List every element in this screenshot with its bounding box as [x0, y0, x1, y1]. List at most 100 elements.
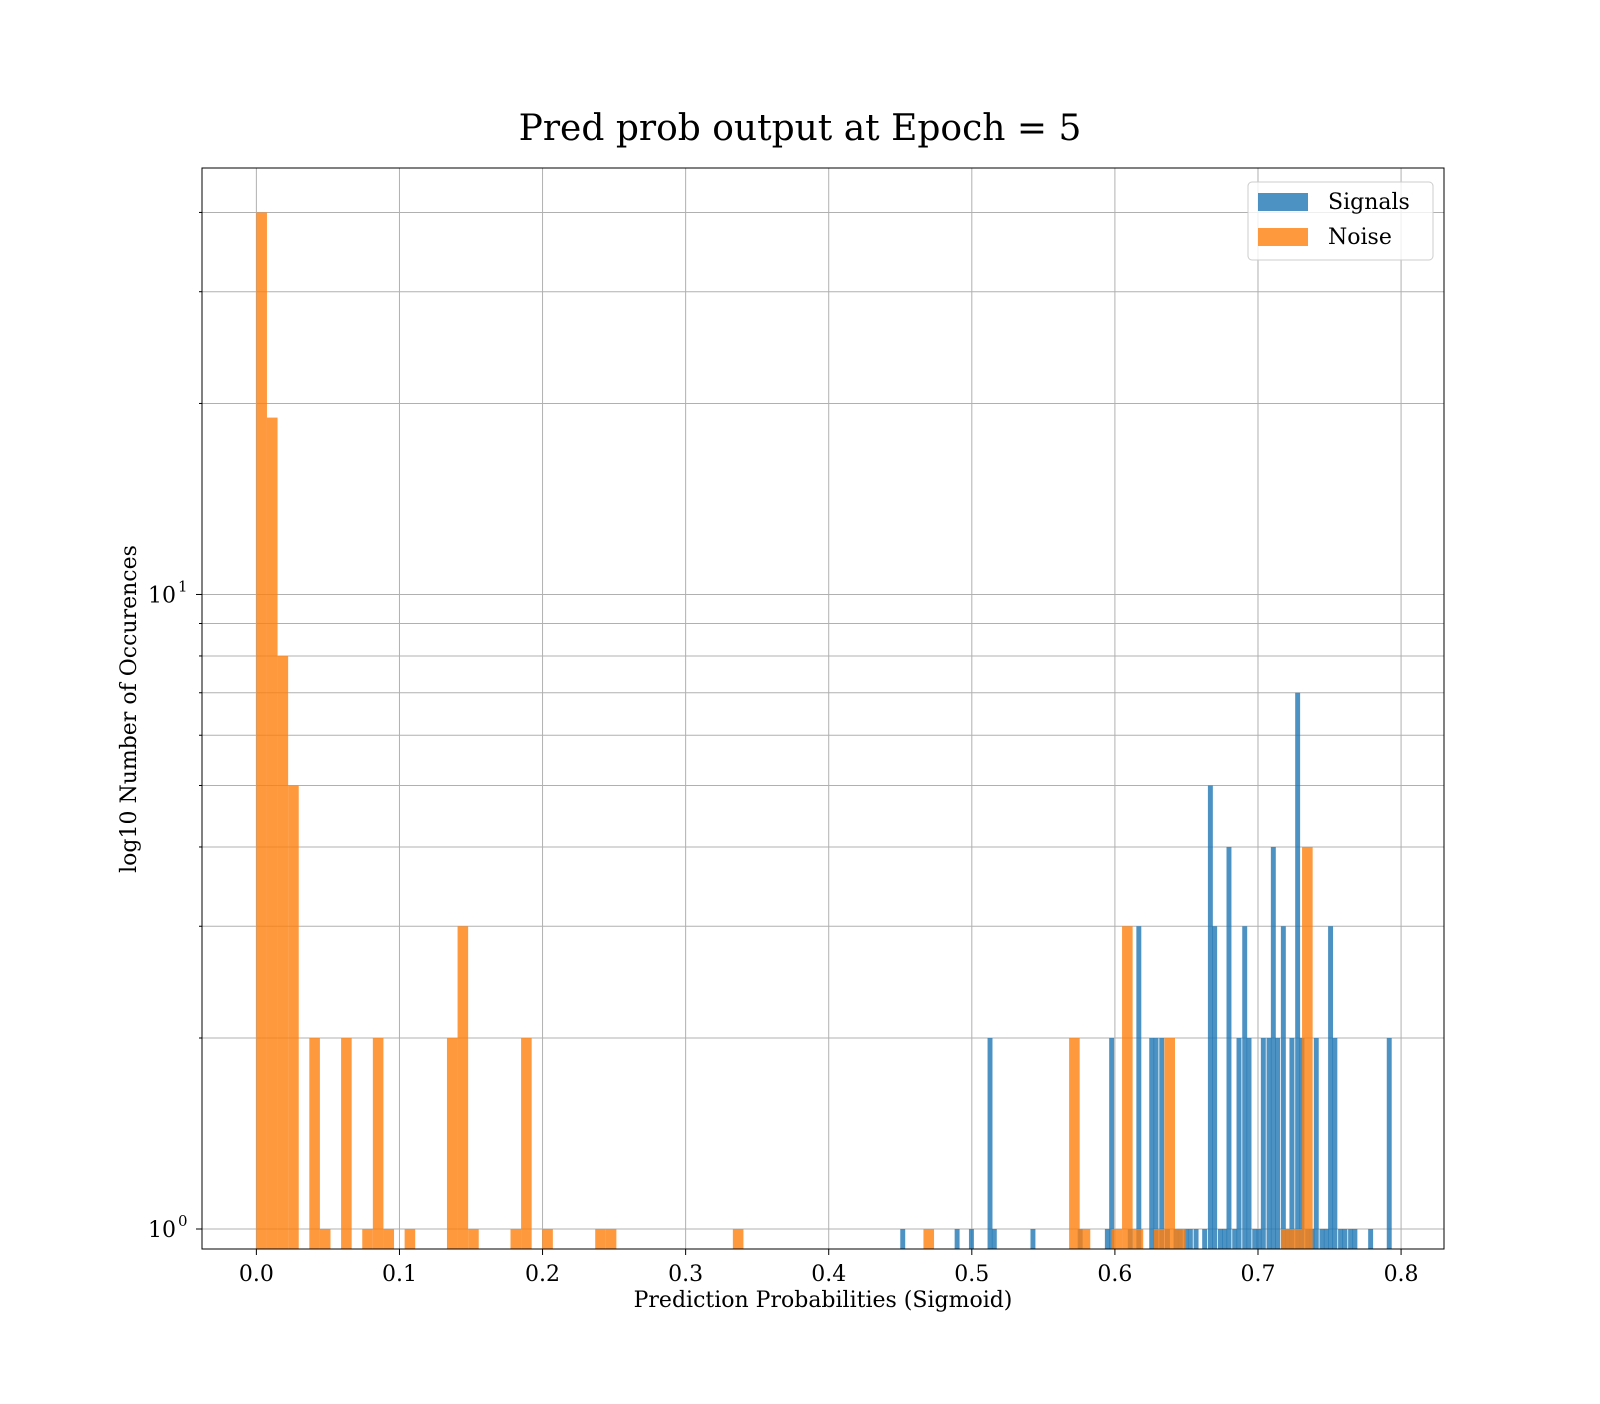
- histogram-bar-noise: [1079, 1229, 1091, 1249]
- histogram-bar-signals: [1348, 1229, 1354, 1249]
- x-tick-label: 0.4: [811, 1262, 846, 1287]
- histogram-bar-noise: [595, 1229, 606, 1249]
- x-tick-label: 0.8: [1384, 1262, 1419, 1287]
- histogram-bar-signals: [1289, 1037, 1295, 1249]
- histogram-bar-signals: [1313, 1037, 1319, 1249]
- histogram-bar-noise: [1291, 1229, 1303, 1249]
- histogram-bar-noise: [923, 1229, 935, 1249]
- y-tick-exponent: 0: [178, 1212, 188, 1230]
- histogram-bar-signals: [1319, 1229, 1325, 1249]
- histogram-bar-signals: [1109, 1037, 1115, 1249]
- histogram-bar-signals: [968, 1229, 974, 1249]
- histogram-bar-signals: [1149, 1037, 1155, 1249]
- histogram-bar-noise: [457, 926, 469, 1249]
- histogram-bar-signals: [1323, 1229, 1329, 1249]
- x-tick-label: 0.3: [668, 1262, 703, 1287]
- histogram-bar-noise: [1280, 1229, 1292, 1249]
- histogram-bar-signals: [1183, 1229, 1189, 1249]
- legend: Signals Noise: [1247, 181, 1434, 261]
- histogram-bar-noise: [510, 1229, 522, 1249]
- histogram-bar-noise: [1174, 1229, 1186, 1249]
- histogram-bar-signals: [991, 1229, 997, 1249]
- x-tick-label: 0.7: [1240, 1262, 1275, 1287]
- histogram-bar-signals: [1270, 846, 1276, 1249]
- histogram-bar-noise: [1153, 1229, 1165, 1249]
- histogram-bar-signals: [1332, 1037, 1338, 1249]
- histogram-bar-noise: [309, 1037, 320, 1249]
- x-tick-label: 0.5: [954, 1262, 989, 1287]
- histogram-bar-noise: [732, 1229, 744, 1249]
- histogram-bar-noise: [383, 1229, 395, 1249]
- histogram-bar-signals: [1136, 926, 1142, 1249]
- histogram-bar-signals: [1352, 1229, 1358, 1249]
- histogram-bar-noise: [542, 1229, 553, 1249]
- histogram-bar-signals: [1187, 1229, 1193, 1249]
- x-tick-label: 0.0: [239, 1262, 274, 1287]
- histogram-bar-signals: [1328, 926, 1334, 1249]
- histogram-bar-signals: [1256, 1229, 1262, 1249]
- histogram-bar-noise: [521, 1037, 532, 1249]
- histogram-bar-noise: [372, 1037, 384, 1249]
- histogram-bar-signals: [1193, 1229, 1199, 1249]
- y-tick-label: 10: [148, 583, 176, 608]
- histogram-bar-signals: [1368, 1229, 1374, 1249]
- histogram-bar-signals: [1260, 1037, 1266, 1249]
- histogram-bar-signals: [1030, 1229, 1036, 1249]
- y-tick-label: 10: [148, 1218, 176, 1243]
- histogram-bar-noise: [319, 1229, 331, 1249]
- histogram-bar-noise: [404, 1229, 416, 1249]
- x-tick-label: 0.1: [382, 1262, 417, 1287]
- y-tick-exponent: 1: [178, 577, 188, 595]
- histogram-bar-noise: [1164, 1037, 1175, 1249]
- histogram-bar-signals: [1295, 692, 1301, 1249]
- grid-layer: [202, 168, 1444, 1249]
- legend-swatch-signals: [1258, 193, 1308, 211]
- histogram-bar-signals: [1153, 1037, 1159, 1249]
- x-axis: 0.0 0.1 0.2 0.3 0.4 0.5 0.6 0.7 0.8: [239, 1249, 1419, 1287]
- histogram-bar-signals: [1280, 926, 1286, 1249]
- histogram-bar-noise: [1302, 846, 1313, 1249]
- y-axis-label: log10 Number of Occurences: [117, 545, 142, 873]
- histogram-bar-signals: [1338, 1229, 1344, 1249]
- histogram-bar-signals: [1242, 926, 1248, 1249]
- histogram-bar-noise: [341, 1037, 352, 1249]
- histogram-bar-signals: [1252, 1229, 1258, 1249]
- histogram-bar-signals: [1222, 1229, 1228, 1249]
- histogram-bar-signals: [1207, 785, 1213, 1249]
- legend-swatch-noise: [1258, 228, 1308, 246]
- histogram-bar-signals: [987, 1037, 993, 1249]
- histogram-bar-signals: [1202, 1229, 1208, 1249]
- histogram-bar-signals: [1266, 1037, 1272, 1249]
- x-tick-label: 0.2: [525, 1262, 560, 1287]
- histogram-bar-signals: [1246, 1037, 1252, 1249]
- histogram-bar-noise: [1069, 1037, 1080, 1249]
- series-noise: [256, 212, 1313, 1249]
- histogram-bar-signals: [1299, 1037, 1305, 1249]
- histogram-bar-noise: [277, 655, 289, 1249]
- plot-frame: [201, 167, 1445, 1250]
- histogram-bar-noise: [288, 785, 299, 1249]
- histogram-bar-signals: [900, 1229, 906, 1249]
- chart-title: Pred prob output at Epoch = 5: [519, 108, 1082, 149]
- histogram-bar-signals: [1232, 1229, 1238, 1249]
- histogram-bar-signals: [1342, 1229, 1348, 1249]
- histogram-bar-noise: [1122, 926, 1133, 1249]
- histogram-bar-noise: [1111, 1229, 1123, 1249]
- histogram-bar-signals: [1104, 1229, 1110, 1249]
- histogram-bar-noise: [468, 1229, 479, 1249]
- histogram-bar-signals: [1275, 1037, 1281, 1249]
- histogram-bar-noise: [605, 1229, 617, 1249]
- histogram-bar-noise: [1132, 1229, 1144, 1249]
- histogram-bar-noise: [256, 212, 267, 1249]
- histogram-bar-signals: [1226, 846, 1232, 1249]
- histogram-bar-signals: [1386, 1037, 1392, 1249]
- x-axis-label: Prediction Probabilities (Sigmoid): [634, 1288, 1013, 1313]
- x-tick-label: 0.6: [1097, 1262, 1132, 1287]
- histogram-bar-noise: [446, 1037, 458, 1249]
- series-signals: [900, 692, 1392, 1249]
- histogram-bar-signals: [1217, 1229, 1223, 1249]
- legend-label-signals: Signals: [1328, 190, 1410, 215]
